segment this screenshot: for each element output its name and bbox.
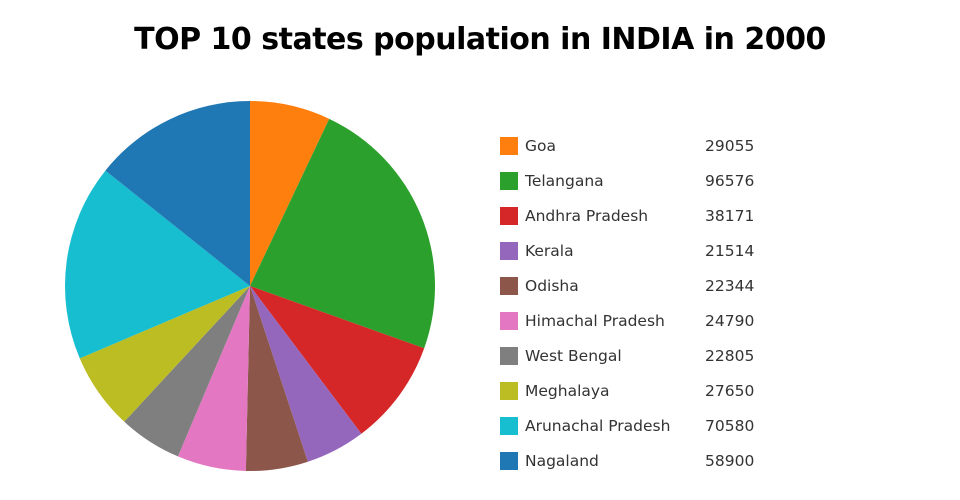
legend-swatch: [500, 241, 518, 260]
legend-label: Kerala: [525, 241, 574, 260]
pie-slice-goa[interactable]: [250, 101, 330, 286]
legend-value: 27650: [705, 381, 755, 400]
legend-swatch: [500, 311, 518, 330]
legend-item[interactable]: Arunachal Pradesh 70580: [500, 408, 754, 443]
legend-value: 58900: [705, 451, 755, 470]
pie-slices: [64, 101, 435, 471]
legend-label: Goa: [525, 136, 556, 155]
chart-title: TOP 10 states population in INDIA in 200…: [134, 22, 826, 57]
pie-slice-kerala[interactable]: [250, 286, 362, 462]
legend-swatch: [500, 346, 518, 365]
pie-slice-west-bengal[interactable]: [124, 286, 250, 457]
legend-value: 29055: [705, 136, 755, 155]
legend-label: Himachal Pradesh: [525, 311, 665, 330]
legend-item[interactable]: Andhra Pradesh 38171: [500, 198, 754, 233]
legend-label: Andhra Pradesh: [525, 206, 649, 225]
legend-swatch: [500, 381, 518, 400]
legend-item[interactable]: West Bengal 22805: [500, 338, 754, 373]
pie-slice-andhra-pradesh[interactable]: [250, 286, 425, 434]
pie-chart: [64, 101, 435, 471]
legend-label: Meghalaya: [525, 381, 610, 400]
legend-item[interactable]: Goa 29055: [500, 128, 754, 163]
legend-value: 22805: [705, 346, 755, 365]
legend-swatch: [500, 451, 518, 470]
pie-slice-odisha[interactable]: [245, 286, 308, 471]
legend-item[interactable]: Kerala 21514: [500, 233, 754, 268]
legend-label: Telangana: [525, 171, 604, 190]
legend: Goa 29055 Telangana 96576 Andhra Pradesh 3817…: [500, 128, 754, 478]
legend-item[interactable]: Himachal Pradesh 24790: [500, 303, 754, 338]
legend-label: West Bengal: [525, 346, 622, 365]
legend-swatch: [500, 136, 518, 155]
legend-item[interactable]: Odisha 22344: [500, 268, 754, 303]
legend-value: 96576: [705, 171, 755, 190]
legend-swatch: [500, 206, 518, 225]
legend-item[interactable]: Telangana 96576: [500, 163, 754, 198]
legend-label: Arunachal Pradesh: [525, 416, 671, 435]
pie-slice-telangana[interactable]: [250, 118, 435, 349]
legend-label: Odisha: [525, 276, 579, 295]
legend-value: 38171: [705, 206, 755, 225]
legend-value: 21514: [705, 241, 755, 260]
legend-swatch: [500, 171, 518, 190]
pie-slice-himachal-pradesh[interactable]: [177, 286, 250, 471]
legend-item[interactable]: Meghalaya 27650: [500, 373, 754, 408]
pie-slice-meghalaya[interactable]: [79, 286, 250, 422]
legend-value: 24790: [705, 311, 755, 330]
legend-swatch: [500, 416, 518, 435]
legend-value: 70580: [705, 416, 755, 435]
pie-slice-nagaland[interactable]: [105, 101, 251, 286]
pie-slice-arunachal-pradesh[interactable]: [64, 170, 250, 359]
legend-value: 22344: [705, 276, 755, 295]
legend-swatch: [500, 276, 518, 295]
legend-item[interactable]: Nagaland 58900: [500, 443, 754, 478]
legend-label: Nagaland: [525, 451, 599, 470]
